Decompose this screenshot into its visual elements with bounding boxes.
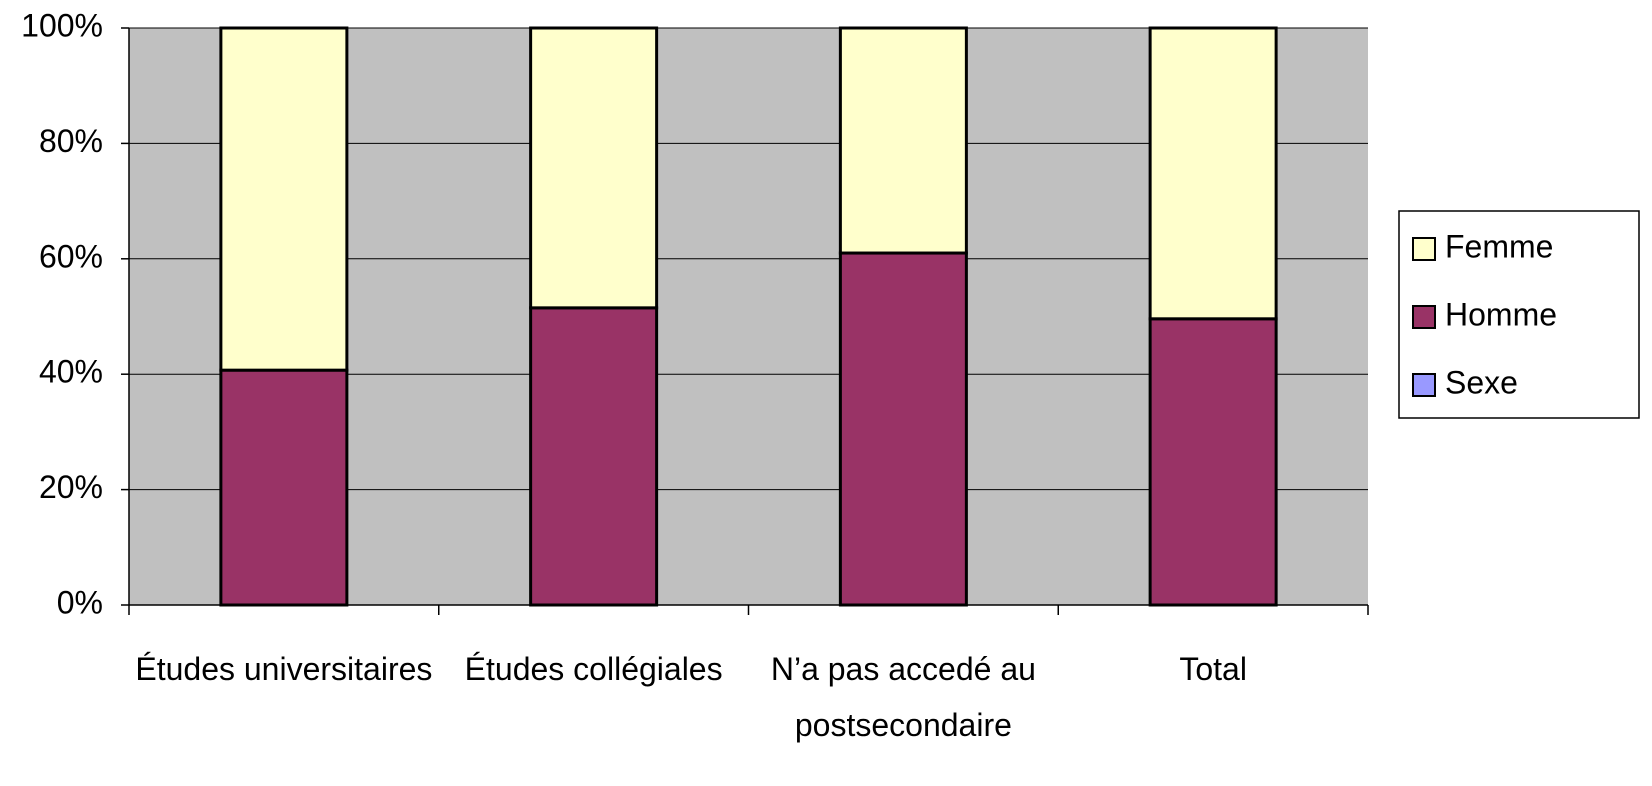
legend-swatch xyxy=(1412,373,1436,397)
bar-segment xyxy=(529,306,659,607)
legend-label: Homme xyxy=(1445,296,1557,332)
x-tick-label-line: Total xyxy=(1179,651,1247,687)
y-tick-label: 40% xyxy=(39,354,103,390)
x-tick-label-line: N’a pas accedé au xyxy=(771,651,1036,687)
x-tick-label: N’a pas accedé au postsecondaire xyxy=(771,651,1036,743)
y-tick-label: 80% xyxy=(39,123,103,159)
x-tick-label: Total xyxy=(1179,651,1247,687)
legend-label: Femme xyxy=(1445,228,1553,264)
x-tick-label-line: Études collégiales xyxy=(465,651,723,687)
x-tick-label-line: Études universitaires xyxy=(135,651,432,687)
x-tick-label: Études collégiales xyxy=(465,651,723,687)
y-tick-label: 100% xyxy=(21,7,103,43)
legend-box xyxy=(1398,210,1640,419)
bar-segment xyxy=(838,26,968,255)
bar-segment xyxy=(219,26,349,372)
bar-segment xyxy=(219,368,349,607)
legend-label: Sexe xyxy=(1445,364,1518,400)
legend-swatch xyxy=(1412,237,1436,261)
bar-segment xyxy=(529,26,659,310)
y-tick-label: 60% xyxy=(39,238,103,274)
bar-segment xyxy=(1148,26,1278,321)
bar-segment xyxy=(1148,317,1278,607)
legend-swatch xyxy=(1412,305,1436,329)
bar-segment xyxy=(838,251,968,607)
x-tick-label: Études universitaires xyxy=(135,651,432,687)
y-tick-label: 20% xyxy=(39,469,103,505)
x-tick-label-line: postsecondaire xyxy=(795,707,1012,743)
y-tick-label: 0% xyxy=(57,584,103,620)
